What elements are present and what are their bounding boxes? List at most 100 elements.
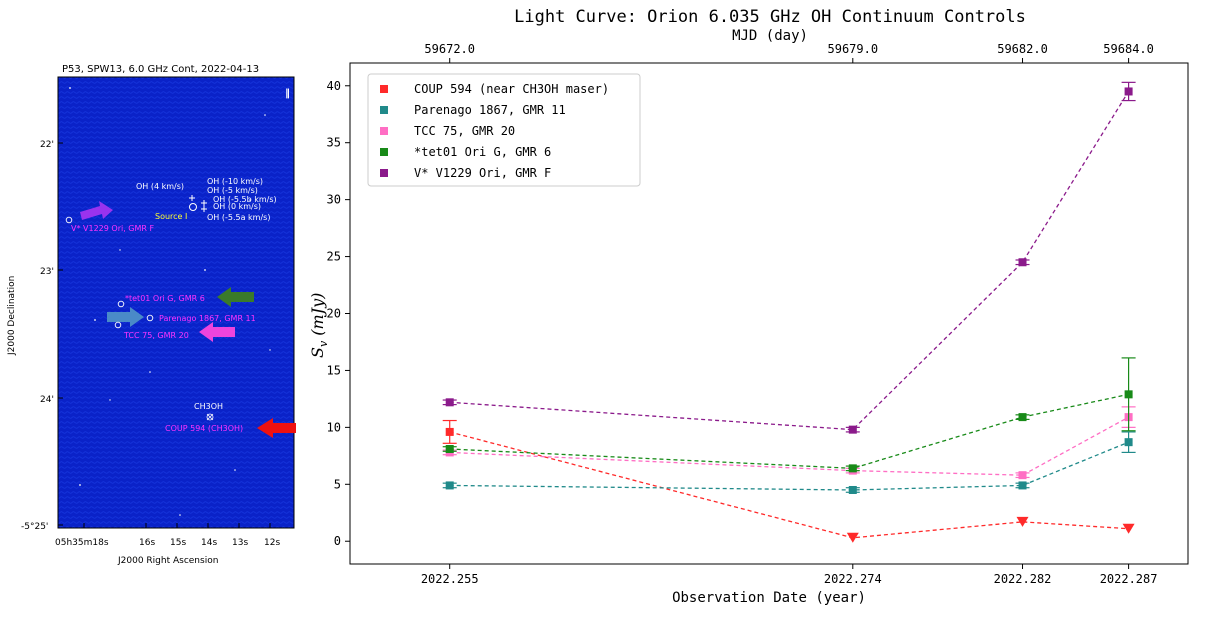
legend-box <box>367 73 641 187</box>
legend-swatch <box>380 148 388 156</box>
top-axis-label: MJD (day) <box>732 28 808 44</box>
y-tick-label: 40 <box>327 79 341 93</box>
x-tick-label: 2022.255 <box>421 572 479 586</box>
data-point <box>1124 87 1133 96</box>
legend-swatch <box>380 85 388 93</box>
source-i-label: Source I <box>155 212 187 221</box>
legend: COUP 594 (near CH3OH maser) Parenago 1867… <box>367 73 641 187</box>
oh-maser-markers <box>189 195 207 212</box>
dec-tick-1: 22' <box>40 140 54 150</box>
x-axis: 2022.255 2022.274 2022.282 2022.287 <box>421 564 1158 586</box>
y-axis-label: Sv (mJy) <box>308 293 330 358</box>
parenago-marker <box>146 314 154 322</box>
light-curve-chart: Light Curve: Orion 6.035 GHz OH Continuu… <box>308 7 1189 606</box>
map-ylabel: J2000 Declination <box>7 276 17 356</box>
y-axis-label-sub: v <box>317 340 330 347</box>
data-point <box>1122 523 1135 534</box>
parenago-label: Parenago 1867, GMR 11 <box>159 314 256 323</box>
data-point <box>848 464 857 473</box>
top-tick-label: 59672.0 <box>424 42 475 56</box>
v1229-label: V* V1229 Ori, GMR F <box>71 224 154 233</box>
map-xlabel: J2000 Right Ascension <box>117 556 218 566</box>
series-line <box>449 91 1130 431</box>
dec-tick-4: -5°25' <box>21 522 48 532</box>
data-point <box>1016 516 1029 527</box>
data-point <box>848 485 857 494</box>
y-tick-label: 20 <box>327 307 341 321</box>
series <box>442 431 1136 494</box>
series <box>442 406 1136 480</box>
map-title: P53, SPW13, 6.0 GHz Cont, 2022-04-13 <box>62 64 259 75</box>
ra-tick-4: 14s <box>201 538 217 548</box>
sky-map-panel: P53, SPW13, 6.0 GHz Cont, 2022-04-13 ‖ O… <box>7 64 296 566</box>
map-ticks <box>58 142 271 528</box>
legend-swatch <box>380 127 388 135</box>
series-line <box>449 431 1129 539</box>
oh-m55a-label: OH (-5.5a km/s) <box>207 213 270 222</box>
y-tick-label: 30 <box>327 193 341 207</box>
y-axis: 0 5 10 15 20 25 30 35 40 <box>327 79 350 548</box>
top-tick-label: 59682.0 <box>997 42 1048 56</box>
oh-4-label: OH (4 km/s) <box>136 182 184 191</box>
v1229-marker <box>65 216 73 224</box>
top-tick-label: 59679.0 <box>828 42 879 56</box>
oh-m10-label: OH (-10 km/s) <box>207 177 263 186</box>
map-mark: ‖ <box>285 88 290 99</box>
series-line <box>449 416 1129 476</box>
y-tick-label: 15 <box>327 363 341 377</box>
v1229-arrow <box>80 201 113 220</box>
y-axis-label-unit: (mJy) <box>308 293 327 341</box>
top-tick-label: 59684.0 <box>1103 42 1154 56</box>
data-point <box>1124 438 1133 447</box>
data-point <box>1018 471 1027 480</box>
legend-label: V* V1229 Ori, GMR F <box>414 166 551 180</box>
tcc75-label: TCC 75, GMR 20 <box>123 331 189 340</box>
map-image <box>57 76 295 529</box>
legend-swatch <box>380 106 388 114</box>
series-line <box>449 393 1129 470</box>
oh-m55b-label: OH (-5.5b km/s) <box>213 195 277 204</box>
ra-tick-2: 16s <box>139 538 155 548</box>
data-point <box>445 481 454 490</box>
legend-label: COUP 594 (near CH3OH maser) <box>414 82 609 96</box>
y-tick-label: 35 <box>327 136 341 150</box>
tet01-label: *tet01 Ori G, GMR 6 <box>125 294 205 303</box>
ch3oh-label: CH3OH <box>194 402 223 411</box>
legend-label: Parenago 1867, GMR 11 <box>414 103 566 117</box>
data-point <box>1018 258 1027 267</box>
legend-label: *tet01 Ori G, GMR 6 <box>414 145 551 159</box>
x-axis-label: Observation Date (year) <box>672 590 866 606</box>
tcc75-arrow <box>199 322 235 342</box>
oh-m5-label: OH (-5 km/s) <box>207 186 258 195</box>
data-point <box>445 398 454 407</box>
series <box>442 419 1135 543</box>
coup-label: COUP 594 (CH3OH) <box>165 424 243 433</box>
data-point <box>445 444 454 453</box>
x-tick-label: 2022.274 <box>824 572 882 586</box>
series <box>442 357 1136 473</box>
ra-tick-3: 15s <box>170 538 186 548</box>
ra-tick-6: 12s <box>264 538 280 548</box>
dec-tick-2: 23' <box>40 267 54 277</box>
tet01-marker <box>117 300 125 308</box>
tet01-arrow <box>217 287 254 307</box>
y-tick-label: 25 <box>327 250 341 264</box>
map-stars <box>69 87 271 516</box>
data-point <box>1124 390 1133 399</box>
y-tick-label: 10 <box>327 420 341 434</box>
data-point <box>848 425 857 434</box>
data-point <box>846 532 859 543</box>
y-tick-label: 0 <box>334 534 341 548</box>
series-line <box>449 441 1129 491</box>
ra-tick-5: 13s <box>232 538 248 548</box>
x-tick-label: 2022.287 <box>1100 572 1158 586</box>
dec-tick-3: 24' <box>40 395 54 405</box>
legend-swatch <box>380 169 388 177</box>
data-point <box>1018 481 1027 490</box>
ch3oh-cross <box>206 413 214 421</box>
x-tick-label: 2022.282 <box>994 572 1052 586</box>
series <box>442 81 1136 434</box>
oh-0-label: OH (0 km/s) <box>213 202 261 211</box>
coup-arrow <box>257 418 296 438</box>
